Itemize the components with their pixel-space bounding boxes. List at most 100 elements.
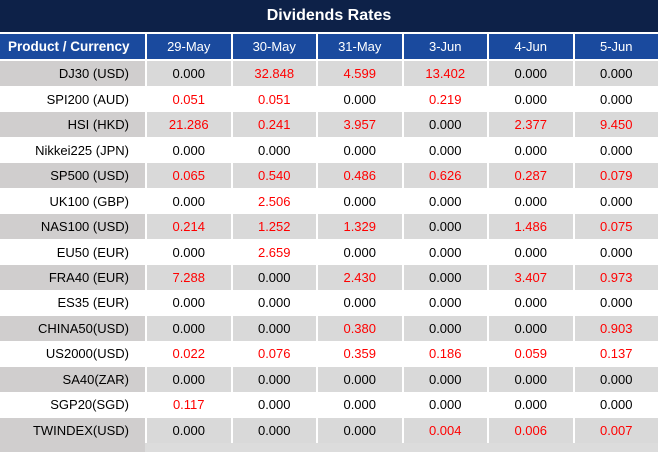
table-row: CHINA50(USD) 0.000 0.000 0.380 0.000 0.000 0.… <box>0 315 658 342</box>
value-cell: 0.000 <box>316 392 402 418</box>
product-cell: SP500 (USD) <box>0 162 145 189</box>
value-cell: 0.000 <box>230 315 316 342</box>
value-cell: 13.402 <box>401 61 487 87</box>
value-cell: 0.007 <box>572 417 658 444</box>
value-cell: 0.117 <box>145 392 231 418</box>
value-cell: 0.486 <box>316 162 402 189</box>
column-header-date-29may: 29-May <box>145 34 231 59</box>
product-cell: DJ30 (USD) <box>0 61 145 87</box>
value-cell: 0.000 <box>145 315 231 342</box>
product-cell: CHINA50(USD) <box>0 315 145 342</box>
value-cell: 0.000 <box>401 111 487 138</box>
value-cell: 1.486 <box>487 213 573 240</box>
value-cell: 0.000 <box>230 264 316 291</box>
product-cell: Nikkei225 (JPN) <box>0 137 145 163</box>
table-row: US2000(USD) 0.022 0.076 0.359 0.186 0.059 0.1… <box>0 341 658 367</box>
column-header-product: Product / Currency <box>8 39 130 54</box>
value-cell: 0.000 <box>572 366 658 393</box>
value-cell: 4.599 <box>316 61 402 87</box>
table-row: NAS100 (USD) 0.214 1.252 1.329 0.000 1.486 0.… <box>0 213 658 240</box>
product-cell: UK100 (GBP) <box>0 188 145 214</box>
value-cell: 0.186 <box>401 341 487 367</box>
value-cell: 0.219 <box>401 86 487 112</box>
value-cell: 7.288 <box>145 264 231 291</box>
value-cell: 0.000 <box>487 392 573 418</box>
product-cell: SPI200 (AUD) <box>0 86 145 112</box>
column-header-date-4jun: 4-Jun <box>487 34 573 59</box>
value-cell: 0.000 <box>230 392 316 418</box>
value-cell: 0.000 <box>401 264 487 291</box>
value-cell: 0.059 <box>487 341 573 367</box>
product-cell: EU50 (EUR) <box>0 239 145 265</box>
value-cell: 0.000 <box>487 137 573 163</box>
column-header-date-31may: 31-May <box>316 34 402 59</box>
column-header-date-3jun: 3-Jun <box>401 34 488 59</box>
value-cell: 0.000 <box>487 315 573 342</box>
value-cell: 0.000 <box>487 366 573 393</box>
table-title: Dividends Rates <box>0 0 658 32</box>
value-cell: 9.450 <box>572 111 658 138</box>
table-row: Nikkei225 (JPN) 0.000 0.000 0.000 0.000 0.00… <box>0 137 658 163</box>
value-cell: 2.430 <box>316 264 402 291</box>
value-cell: 0.000 <box>572 239 658 265</box>
value-cell: 0.065 <box>145 162 231 189</box>
value-cell: 0.006 <box>487 417 573 444</box>
value-cell: 0.000 <box>145 188 231 214</box>
value-cell: 0.000 <box>401 137 487 163</box>
value-cell: 0.000 <box>230 417 316 444</box>
value-cell: 32.848 <box>230 61 316 87</box>
value-cell: 0.000 <box>230 137 316 163</box>
value-cell: 0.380 <box>316 315 402 342</box>
bottom-strip <box>0 443 658 452</box>
value-cell: 0.000 <box>572 290 658 316</box>
value-cell: 0.075 <box>572 213 658 240</box>
product-cell: SA40(ZAR) <box>0 366 145 393</box>
value-cell: 0.626 <box>401 162 487 189</box>
column-header-date-5jun: 5-Jun <box>572 34 658 59</box>
table-row: SGP20(SGD) 0.117 0.000 0.000 0.000 0.000 0.00… <box>0 392 658 418</box>
value-cell: 0.000 <box>230 290 316 316</box>
value-cell: 0.000 <box>401 213 487 240</box>
value-cell: 0.076 <box>230 341 316 367</box>
value-cell: 0.137 <box>572 341 658 367</box>
product-cell: NAS100 (USD) <box>0 213 145 240</box>
table-row: SA40(ZAR) 0.000 0.000 0.000 0.000 0.000 0.000 <box>0 366 658 393</box>
value-cell: 0.051 <box>230 86 316 112</box>
value-cell: 0.000 <box>316 188 402 214</box>
bottom-strip-left <box>0 443 145 452</box>
value-cell: 0.079 <box>572 162 658 189</box>
table-row: TWINDEX(USD) 0.000 0.000 0.000 0.004 0.006 0.… <box>0 417 658 444</box>
value-cell: 0.000 <box>316 137 402 163</box>
value-cell: 3.957 <box>316 111 402 138</box>
value-cell: 2.659 <box>230 239 316 265</box>
value-cell: 3.407 <box>487 264 573 291</box>
value-cell: 0.214 <box>145 213 231 240</box>
table-row: SP500 (USD) 0.065 0.540 0.486 0.626 0.287 0.0… <box>0 162 658 189</box>
value-cell: 0.000 <box>316 239 402 265</box>
value-cell: 0.540 <box>230 162 316 189</box>
value-cell: 0.000 <box>145 61 231 87</box>
value-cell: 0.000 <box>487 239 573 265</box>
value-cell: 0.022 <box>145 341 231 367</box>
value-cell: 0.000 <box>316 290 402 316</box>
value-cell: 0.000 <box>572 61 658 87</box>
value-cell: 0.051 <box>145 86 231 112</box>
value-cell: 0.000 <box>145 137 231 163</box>
value-cell: 0.000 <box>487 86 573 112</box>
value-cell: 0.000 <box>401 315 487 342</box>
product-cell: ES35 (EUR) <box>0 290 145 316</box>
value-cell: 0.000 <box>572 188 658 214</box>
product-cell: TWINDEX(USD) <box>0 417 145 444</box>
value-cell: 0.000 <box>487 188 573 214</box>
product-cell: HSI (HKD) <box>0 111 145 138</box>
value-cell: 0.287 <box>487 162 573 189</box>
value-cell: 1.329 <box>316 213 402 240</box>
value-cell: 0.000 <box>145 290 231 316</box>
value-cell: 0.000 <box>401 290 487 316</box>
table-row: FRA40 (EUR) 7.288 0.000 2.430 0.000 3.407 0.9… <box>0 264 658 291</box>
value-cell: 21.286 <box>145 111 231 138</box>
product-cell: SGP20(SGD) <box>0 392 145 418</box>
value-cell: 0.000 <box>572 137 658 163</box>
value-cell: 0.000 <box>316 86 402 112</box>
